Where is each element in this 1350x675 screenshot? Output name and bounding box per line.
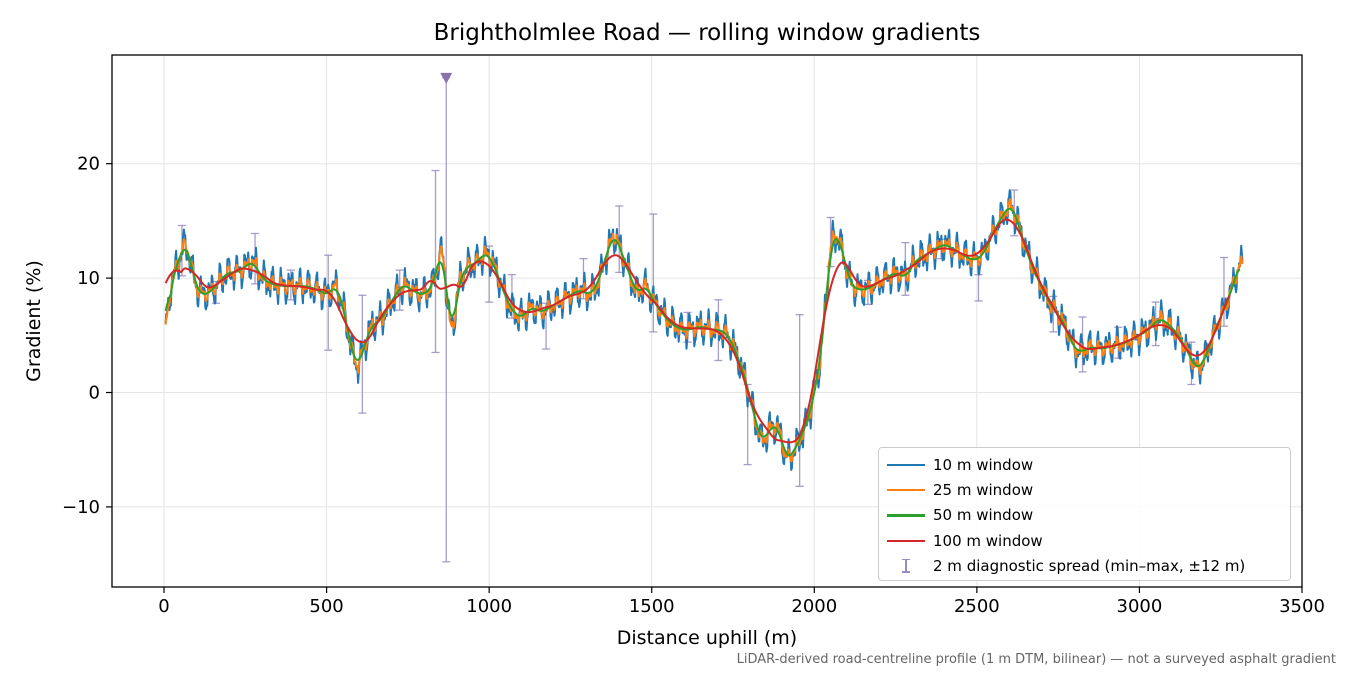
clipped-marker [440, 72, 453, 84]
legend-item-100m: 100 m window [887, 528, 1290, 553]
y-tick-label: −10 [62, 497, 100, 518]
legend-item-10m: 10 m window [887, 452, 1290, 477]
tick-layer: 0 500 1000 1500 2000 2500 3000 3500 −10 0 10 20 [62, 154, 1325, 617]
footnote: LiDAR-derived road-centreline profile (1… [736, 652, 1336, 667]
legend-label-spread: 2 m diagnostic spread (min–max, ±12 m) [933, 556, 1246, 575]
y-tick-label: 0 [89, 383, 100, 404]
x-tick-label: 2500 [954, 596, 1000, 617]
series-layer [164, 189, 1244, 471]
y-axis-label: Gradient (%) [23, 260, 45, 382]
legend-label-25m: 25 m window [933, 480, 1034, 499]
series-line-50m [164, 207, 1241, 457]
legend-item-spread: 2 m diagnostic spread (min–max, ±12 m) [887, 553, 1290, 578]
x-tick-label: 3000 [1117, 596, 1163, 617]
y-tick-label: 10 [77, 268, 100, 289]
x-tick-label: 0 [158, 596, 169, 617]
legend: 10 m window 25 m window 50 m window 100 … [878, 447, 1291, 581]
chart-title: Brightholmlee Road — rolling window grad… [433, 20, 981, 46]
x-tick-label: 1500 [629, 596, 675, 617]
legend-swatch-50m [887, 507, 925, 523]
x-tick-label: 3500 [1279, 596, 1325, 617]
legend-swatch-10m [887, 457, 925, 473]
legend-label-100m: 100 m window [933, 531, 1043, 550]
x-tick-label: 1000 [466, 596, 512, 617]
plot-frame [111, 54, 1303, 588]
legend-label-10m: 10 m window [933, 455, 1034, 474]
legend-swatch-spread [887, 558, 925, 574]
legend-swatch-25m [887, 482, 925, 498]
legend-swatch-100m [887, 533, 925, 549]
legend-label-50m: 50 m window [933, 506, 1034, 525]
x-tick-label: 2000 [791, 596, 837, 617]
legend-item-50m: 50 m window [887, 503, 1290, 528]
x-tick-label: 500 [309, 596, 343, 617]
y-tick-label: 20 [77, 154, 100, 175]
legend-item-25m: 25 m window [887, 477, 1290, 502]
x-axis-label: Distance uphill (m) [616, 627, 798, 649]
series-line-100m [164, 218, 1231, 444]
